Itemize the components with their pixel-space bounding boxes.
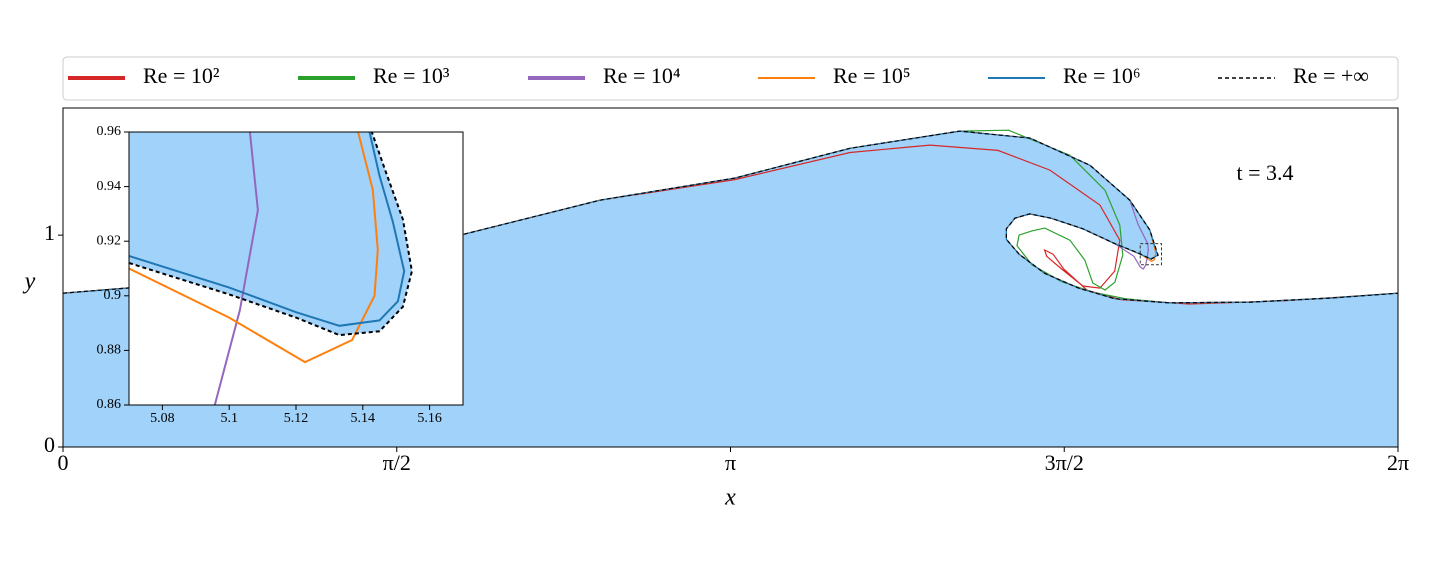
legend-label: Re = 10³ <box>373 63 450 88</box>
x-tick-label: 5.12 <box>284 411 309 426</box>
y-tick-label: 0.86 <box>97 397 122 412</box>
x-tick-label: 5.14 <box>351 411 376 426</box>
y-tick-label: 0.88 <box>97 343 122 358</box>
x-tick-label: 5.1 <box>220 411 238 426</box>
series-line <box>63 130 1398 304</box>
x-tick-label: 0 <box>58 450 69 475</box>
x-tick-label: 3π/2 <box>1045 450 1084 475</box>
y-axis-label: y <box>23 269 36 295</box>
legend-box <box>62 56 1399 101</box>
series-line <box>213 132 259 405</box>
legend-label: Re = +∞ <box>1293 63 1369 88</box>
legend-label: Re = 10⁵ <box>833 63 911 88</box>
series-line <box>129 132 379 364</box>
y-tick-label: 0.94 <box>97 179 122 194</box>
y-tick-label: 0.9 <box>104 288 122 303</box>
x-tick-label: 2π <box>1387 450 1409 475</box>
zoom-box <box>1139 243 1162 266</box>
y-tick-label: 0.96 <box>97 124 122 139</box>
legend-label: Re = 10² <box>143 63 220 88</box>
x-tick-label: 5.16 <box>417 411 442 426</box>
plot-area <box>129 132 413 405</box>
x-axis-label: x <box>724 485 736 511</box>
annotation: t = 3.4 <box>1236 160 1293 185</box>
x-tick-label: π/2 <box>383 450 411 475</box>
x-tick-label: 5.08 <box>150 411 175 426</box>
legend-label: Re = 10⁴ <box>603 63 681 88</box>
axes: 5.08 5.1 5.12 5.14 5.16 0.86 0.88 0.9 0.92 0.94 0.… <box>97 124 464 426</box>
series-line <box>129 132 406 327</box>
legend-label: Re = 10⁶ <box>1063 63 1141 88</box>
x-tick-label: π <box>725 450 736 475</box>
series-line <box>129 132 413 337</box>
y-tick-label: 0 <box>44 432 55 457</box>
y-tick-label: 1 <box>44 220 55 245</box>
y-tick-label: 0.92 <box>97 233 122 248</box>
